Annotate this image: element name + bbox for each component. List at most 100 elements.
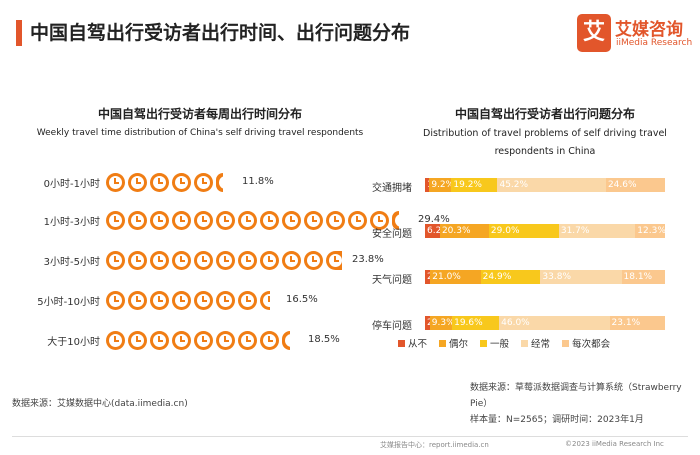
clock-icon <box>150 290 169 310</box>
clock-icon <box>260 290 270 310</box>
stacked-bar: 1.8%9.2%19.2%45.2%24.6% <box>425 178 665 192</box>
clock-icon <box>194 250 213 270</box>
clock-icon <box>370 210 389 230</box>
logo-mark: 艾 <box>577 14 611 52</box>
bar-segment: 23.1% <box>609 316 665 330</box>
clock-icon <box>172 210 191 230</box>
legend-swatch <box>439 339 447 347</box>
left-clock-row <box>106 330 290 350</box>
bar-segment: 9.2% <box>429 178 455 192</box>
report-site: 艾媒报告中心：report.iimedia.cn <box>380 441 489 449</box>
clock-icon <box>128 210 147 230</box>
bar-segment: 46.0% <box>499 316 610 330</box>
legend-label: 偶尔 <box>449 339 469 350</box>
source-right-line-1: 数据来源：草莓派数据调查与计算系统（Strawberry Pie） <box>470 383 682 409</box>
clock-icon <box>128 290 147 310</box>
left-row-label: 5小时-10小时 <box>37 297 100 308</box>
clock-icon <box>216 250 235 270</box>
clock-icon <box>150 250 169 270</box>
legend-item: 偶尔 <box>439 336 468 350</box>
left-row-value: 16.5% <box>286 294 318 305</box>
clock-icon <box>128 172 147 192</box>
footer-divider <box>12 436 688 437</box>
bar-segment: 24.6% <box>605 178 665 192</box>
clock-icon <box>326 210 345 230</box>
clock-icon <box>238 210 257 230</box>
bar-segment: 31.7% <box>558 224 636 238</box>
logo-name-cn: 艾媒咨询 <box>615 20 683 40</box>
clock-icon <box>172 172 191 192</box>
bar-segment: 20.3% <box>439 224 489 238</box>
clock-icon <box>106 330 125 350</box>
logo-name-en: iiMedia Research <box>616 38 693 48</box>
bar-segment: 19.2% <box>451 178 498 192</box>
clock-icon <box>216 210 235 230</box>
clock-icon <box>194 210 213 230</box>
clock-icon <box>106 210 125 230</box>
legend-swatch <box>521 339 529 347</box>
legend-item: 每次都会 <box>562 336 610 350</box>
left-row-value: 29.4% <box>418 214 450 225</box>
clock-icon <box>128 330 147 350</box>
legend-swatch <box>480 339 488 347</box>
clock-icon <box>216 330 235 350</box>
clock-icon <box>194 172 213 192</box>
clock-icon <box>194 290 213 310</box>
clock-icon <box>282 250 301 270</box>
clock-icon <box>150 210 169 230</box>
left-clock-row <box>106 290 270 310</box>
bar-segment: 18.1% <box>621 270 665 284</box>
right-row-label: 交通拥堵 <box>372 183 412 194</box>
right-row-label: 停车问题 <box>372 321 412 332</box>
legend-label: 每次都会 <box>572 339 611 350</box>
legend-swatch <box>398 339 405 347</box>
bar-segment: 29.0% <box>488 224 559 238</box>
legend-item: 一般 <box>480 336 509 350</box>
clock-icon <box>106 172 125 192</box>
clock-icon <box>194 330 213 350</box>
clock-icon <box>150 330 169 350</box>
left-row-value: 18.5% <box>308 334 340 345</box>
clock-icon <box>128 250 147 270</box>
bar-segment: 45.2% <box>497 178 606 192</box>
bar-segment: 19.6% <box>452 316 500 330</box>
clock-icon <box>172 330 191 350</box>
stacked-bar: 2.0%9.3%19.6%46.0%23.1% <box>425 316 665 330</box>
clock-icon <box>260 250 279 270</box>
clock-icon <box>304 250 323 270</box>
legend-label: 从不 <box>408 339 428 350</box>
left-row-label: 0小时-1小时 <box>43 179 100 190</box>
right-row-label: 安全问题 <box>372 229 412 240</box>
bar-segment: 21.0% <box>430 270 481 284</box>
iimedia-logo: 艾 艾媒咨询 iiMedia Research <box>577 14 693 56</box>
clock-icon <box>282 330 290 350</box>
clock-icon <box>216 290 235 310</box>
left-row-label: 1小时-3小时 <box>43 217 100 228</box>
clock-icon <box>238 290 257 310</box>
legend-swatch <box>562 339 570 347</box>
left-clock-row <box>106 210 399 230</box>
clock-icon <box>172 290 191 310</box>
left-row-label: 3小时-5小时 <box>43 257 100 268</box>
right-row-label: 天气问题 <box>372 275 412 286</box>
left-row-value: 23.8% <box>352 254 384 265</box>
right-chart-subtitle-2: respondents in China <box>494 146 596 157</box>
clock-icon <box>238 330 257 350</box>
source-left: 数据来源：艾媒数据中心(data.iimedia.cn) <box>12 399 188 409</box>
left-row-value: 11.8% <box>242 176 274 187</box>
source-right: 数据来源：草莓派数据调查与计算系统（Strawberry Pie） 样本量：N=… <box>470 380 700 428</box>
page-title: 中国自驾出行受访者出行时间、出行问题分布 <box>30 22 411 44</box>
clock-icon <box>348 210 367 230</box>
clock-icon <box>150 172 169 192</box>
clock-icon <box>106 250 125 270</box>
right-chart-subtitle-1: Distribution of travel problems of self … <box>423 128 667 139</box>
bar-segment: 9.3% <box>429 316 455 330</box>
clock-icon <box>260 330 279 350</box>
stacked-bar: 2.2%21.0%24.9%33.8%18.1% <box>425 270 665 284</box>
left-clock-row <box>106 172 223 192</box>
left-chart-title: 中国自驾出行受访者每周出行时间分布 <box>97 107 302 121</box>
left-chart-subtitle: Weekly travel time distribution of China… <box>36 128 364 138</box>
clock-icon <box>238 250 257 270</box>
clock-icon <box>392 210 399 230</box>
clock-icon <box>172 250 191 270</box>
